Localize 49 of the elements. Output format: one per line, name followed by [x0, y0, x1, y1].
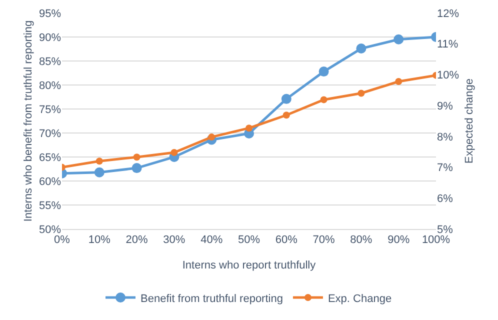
- point: [94, 167, 104, 178]
- point: [358, 90, 365, 97]
- x-axis-title: Interns who report truthfully: [182, 259, 316, 272]
- point: [132, 163, 142, 174]
- y-tick-label: 50%: [38, 224, 62, 236]
- y2-axis-title: Expected change: [463, 78, 476, 164]
- x-tick-label: 20%: [126, 234, 148, 246]
- point: [320, 96, 328, 104]
- point: [395, 78, 402, 85]
- x-tick-label: 10%: [88, 234, 111, 246]
- legend-label: Benefit from truthful reporting: [140, 292, 283, 305]
- y-tick-label: 55%: [38, 200, 62, 212]
- x-tick-label: 70%: [312, 234, 336, 246]
- y2-tick-label: 6%: [437, 192, 454, 205]
- point: [394, 34, 404, 44]
- y2-tick-label: 5%: [437, 224, 454, 236]
- point: [246, 124, 252, 132]
- x-tick-label: 100%: [422, 234, 450, 246]
- y2-tick-label: 10%: [437, 70, 460, 82]
- x-tick-label: 30%: [163, 234, 186, 246]
- x-tick-label: 90%: [388, 234, 410, 246]
- legend-label: Exp. Change: [328, 292, 392, 305]
- x-tick-label: 40%: [200, 234, 223, 246]
- point: [96, 158, 103, 165]
- y-axis-title: Interns who benefit from truthful reporting: [22, 20, 35, 222]
- y-tick-label: 65%: [38, 152, 62, 164]
- y-tick-label: 75%: [38, 104, 62, 116]
- point: [208, 134, 216, 141]
- y2-tick-label: 11%: [437, 38, 458, 51]
- point: [356, 44, 366, 54]
- x-tick-label: 50%: [238, 234, 260, 246]
- y-tick-label: 60%: [38, 176, 62, 188]
- x-tick-label: 80%: [350, 234, 372, 246]
- y-tick-label: 80%: [38, 80, 62, 92]
- y-tick-label: 85%: [38, 56, 62, 68]
- point: [282, 112, 290, 119]
- y-tick-label: 90%: [38, 32, 62, 44]
- x-tick-label: 0%: [54, 234, 70, 246]
- point: [170, 148, 178, 156]
- y2-tick-label: 8%: [437, 131, 454, 144]
- point: [318, 66, 329, 77]
- y-tick-label: 70%: [38, 128, 62, 140]
- y2-tick-label: 7%: [437, 162, 454, 174]
- y-tick-label: 95%: [38, 8, 62, 20]
- y2-tick-label: 9%: [437, 100, 454, 112]
- point: [133, 154, 140, 161]
- y2-tick-label: 12%: [437, 8, 460, 20]
- x-tick-label: 60%: [275, 234, 298, 246]
- point: [281, 94, 292, 104]
